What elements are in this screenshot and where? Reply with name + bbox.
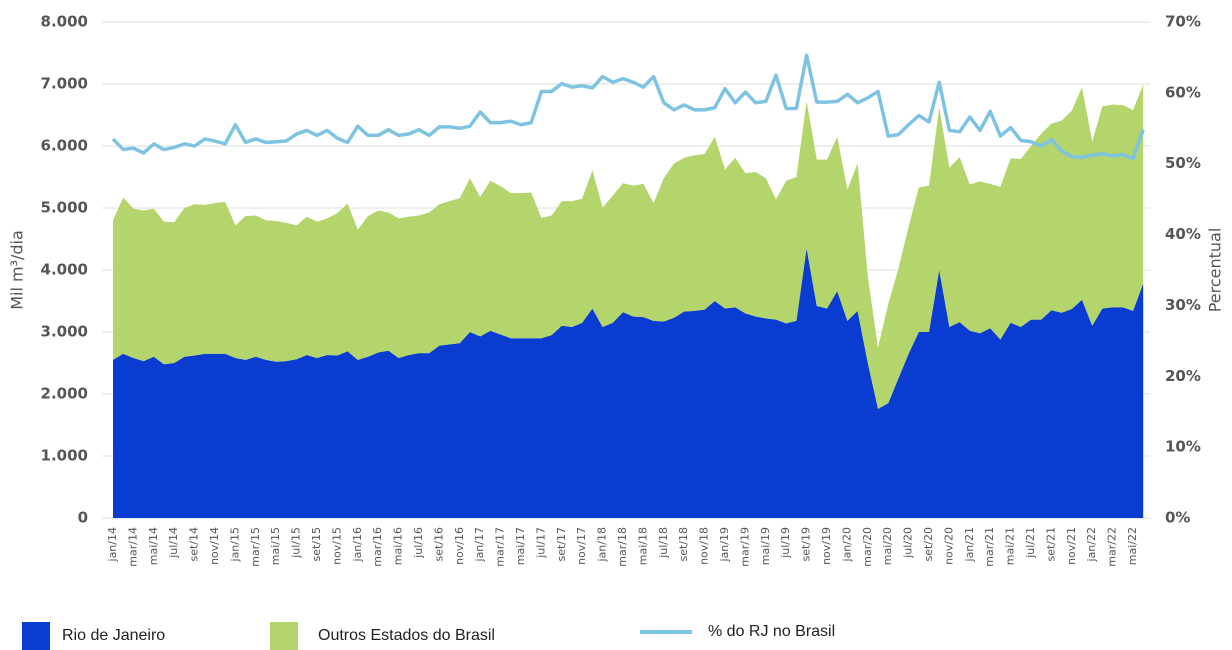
x-tick-label: nov/17 xyxy=(575,527,588,565)
x-tick-label: mar/16 xyxy=(371,527,384,567)
x-tick-label: jul/20 xyxy=(902,527,915,559)
y-tick-label: 4.000 xyxy=(41,261,88,279)
x-tick-label: jan/15 xyxy=(228,527,241,562)
x-tick-label: nov/20 xyxy=(942,527,955,565)
legend-swatch xyxy=(270,622,298,650)
x-tick-label: set/21 xyxy=(1044,527,1057,562)
legend-swatch xyxy=(22,622,50,650)
x-tick-label: nov/15 xyxy=(330,527,343,565)
x-tick-label: set/17 xyxy=(555,527,568,562)
x-tick-label: nov/19 xyxy=(820,527,833,565)
y-tick-label: 3.000 xyxy=(41,323,88,341)
y-tick-label: 0 xyxy=(78,509,88,527)
x-tick-label: mar/20 xyxy=(861,527,874,567)
y-tick-label: 2.000 xyxy=(41,385,88,403)
x-tick-label: mar/22 xyxy=(1106,527,1119,567)
y2-tick-label: 30% xyxy=(1165,296,1201,314)
x-tick-label: jul/15 xyxy=(290,527,303,559)
x-tick-label: nov/14 xyxy=(208,527,221,565)
x-tick-label: set/20 xyxy=(922,527,935,562)
x-tick-label: mar/17 xyxy=(494,527,507,567)
x-tick-label: jan/20 xyxy=(840,527,853,562)
x-tick-label: jul/19 xyxy=(779,527,792,559)
x-tick-label: mai/15 xyxy=(269,527,282,565)
y-tick-label: 1.000 xyxy=(41,447,88,465)
x-tick-label: jul/18 xyxy=(657,527,670,559)
legend-label: % do RJ no Brasil xyxy=(708,623,835,640)
y-tick-label: 7.000 xyxy=(41,75,88,93)
y-tick-label: 5.000 xyxy=(41,199,88,217)
x-tick-label: set/19 xyxy=(800,527,813,562)
x-tick-label: jan/22 xyxy=(1085,527,1098,562)
legend-label: Outros Estados do Brasil xyxy=(318,627,495,644)
y2-tick-label: 50% xyxy=(1165,154,1201,172)
x-tick-label: mai/17 xyxy=(514,527,527,565)
x-tick-label: mai/14 xyxy=(147,527,160,565)
x-tick-label: nov/21 xyxy=(1065,527,1078,565)
x-tick-label: jan/17 xyxy=(473,527,486,562)
x-tick-label: nov/16 xyxy=(453,527,466,565)
x-tick-label: jan/14 xyxy=(106,527,119,562)
x-tick-label: mar/14 xyxy=(126,527,139,567)
y-tick-label: 6.000 xyxy=(41,137,88,155)
x-tick-label: mai/21 xyxy=(1004,527,1017,565)
x-tick-label: jan/21 xyxy=(963,527,976,562)
area xyxy=(113,84,1144,409)
x-tick-label: jul/14 xyxy=(167,527,180,559)
y2-tick-label: 70% xyxy=(1165,13,1201,31)
x-tick-label: set/15 xyxy=(310,527,323,562)
x-tick-label: jan/19 xyxy=(718,527,731,562)
x-tick-label: mar/15 xyxy=(249,527,262,567)
x-tick-label: jan/16 xyxy=(351,527,364,562)
x-tick-label: mai/19 xyxy=(759,527,772,565)
x-tick-label: mar/19 xyxy=(738,527,751,567)
x-tick-label: mar/18 xyxy=(616,527,629,567)
area xyxy=(113,248,1144,519)
x-tick-label: set/18 xyxy=(677,527,690,562)
x-tick-label: set/14 xyxy=(188,527,201,562)
y2-tick-label: 60% xyxy=(1165,83,1201,101)
y-tick-label: 8.000 xyxy=(41,13,88,31)
x-tick-label: jul/17 xyxy=(534,527,547,559)
x-tick-label: jan/18 xyxy=(596,527,609,562)
x-tick-label: jul/21 xyxy=(1024,527,1037,559)
x-tick-label: jul/16 xyxy=(412,527,425,559)
legend-label: Rio de Janeiro xyxy=(62,627,165,644)
line xyxy=(111,53,1145,161)
x-tick-label: mai/16 xyxy=(392,527,405,565)
x-tick-label: mai/18 xyxy=(636,527,649,565)
y2-axis-label: Percentual xyxy=(1206,228,1225,313)
y-axis-label: Mil m³/dia xyxy=(8,230,27,310)
x-tick-label: nov/18 xyxy=(698,527,711,565)
y2-tick-label: 0% xyxy=(1165,509,1190,527)
x-tick-label: set/16 xyxy=(432,527,445,562)
y2-tick-label: 20% xyxy=(1165,367,1201,385)
x-tick-label: mai/22 xyxy=(1126,527,1139,565)
x-tick-label: mar/21 xyxy=(983,527,996,567)
x-tick-label: mai/20 xyxy=(881,527,894,565)
y2-tick-label: 10% xyxy=(1165,438,1201,456)
y2-tick-label: 40% xyxy=(1165,225,1201,243)
